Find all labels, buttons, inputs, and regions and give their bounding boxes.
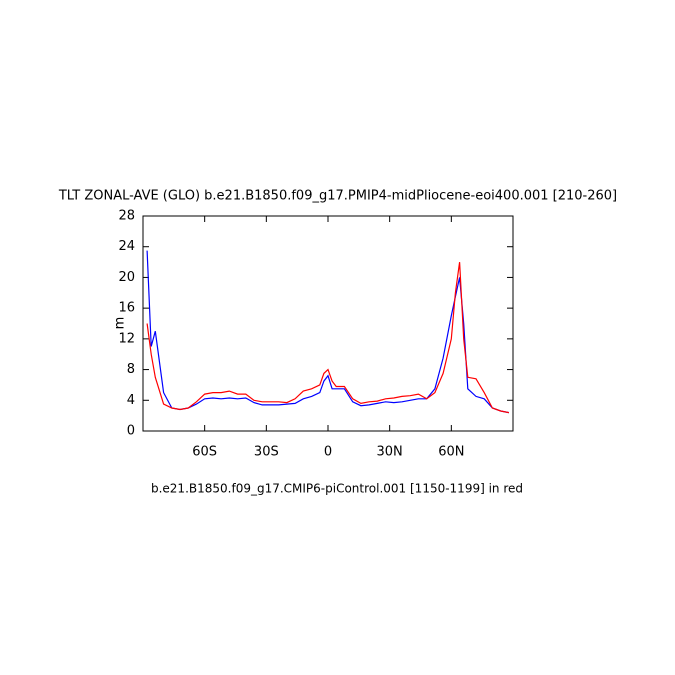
x-tick-label: 30N	[377, 445, 403, 460]
y-tick-label: 24	[118, 239, 135, 254]
x-tick-label: 30S	[254, 445, 279, 460]
y-tick-label: 28	[118, 209, 135, 224]
data-line	[146, 262, 510, 414]
y-tick-label: 8	[127, 362, 135, 377]
chart-title: TLT ZONAL-AVE (GLO) b.e21.B1850.f09_g17.…	[58, 189, 617, 204]
y-tick-label: 4	[127, 393, 135, 408]
x-tick-label: 60S	[192, 445, 217, 460]
y-tick-label: 0	[127, 424, 135, 439]
y-tick-label: 16	[118, 301, 135, 316]
chart-note: b.e21.B1850.f09_g17.CMIP6-piControl.001 …	[151, 482, 523, 496]
x-tick-label: 0	[324, 445, 332, 460]
y-axis-label: m	[113, 317, 128, 330]
y-tick-label: 20	[118, 270, 135, 285]
y-tick-label: 12	[118, 331, 135, 346]
x-tick-label: 60N	[438, 445, 464, 460]
